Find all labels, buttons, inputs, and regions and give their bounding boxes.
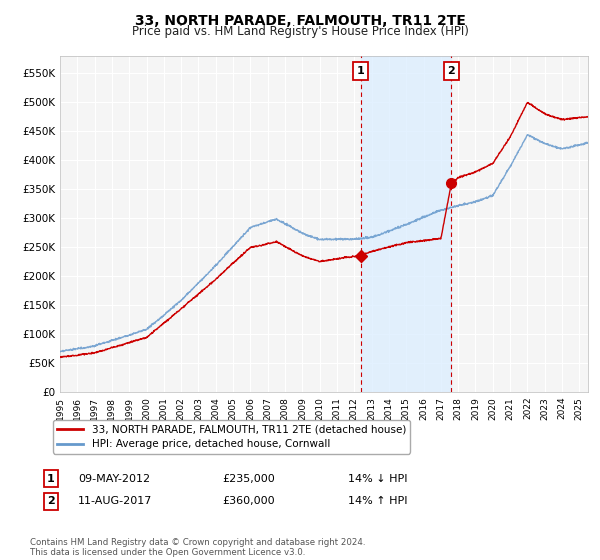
Text: £360,000: £360,000 [222, 496, 275, 506]
Text: Price paid vs. HM Land Registry's House Price Index (HPI): Price paid vs. HM Land Registry's House … [131, 25, 469, 38]
Text: 2: 2 [448, 66, 455, 76]
Bar [361, 56, 451, 392]
Text: 14% ↓ HPI: 14% ↓ HPI [348, 474, 407, 484]
Text: 33, NORTH PARADE, FALMOUTH, TR11 2TE: 33, NORTH PARADE, FALMOUTH, TR11 2TE [134, 14, 466, 28]
Text: 14% ↑ HPI: 14% ↑ HPI [348, 496, 407, 506]
Text: 1: 1 [356, 66, 364, 76]
Legend: 33, NORTH PARADE, FALMOUTH, TR11 2TE (detached house), HPI: Average price, detac: 33, NORTH PARADE, FALMOUTH, TR11 2TE (de… [53, 420, 410, 454]
Text: 2: 2 [47, 496, 55, 506]
Text: £235,000: £235,000 [222, 474, 275, 484]
Text: 09-MAY-2012: 09-MAY-2012 [78, 474, 150, 484]
Text: 11-AUG-2017: 11-AUG-2017 [78, 496, 152, 506]
Text: 1: 1 [47, 474, 55, 484]
Text: Contains HM Land Registry data © Crown copyright and database right 2024.
This d: Contains HM Land Registry data © Crown c… [30, 538, 365, 557]
